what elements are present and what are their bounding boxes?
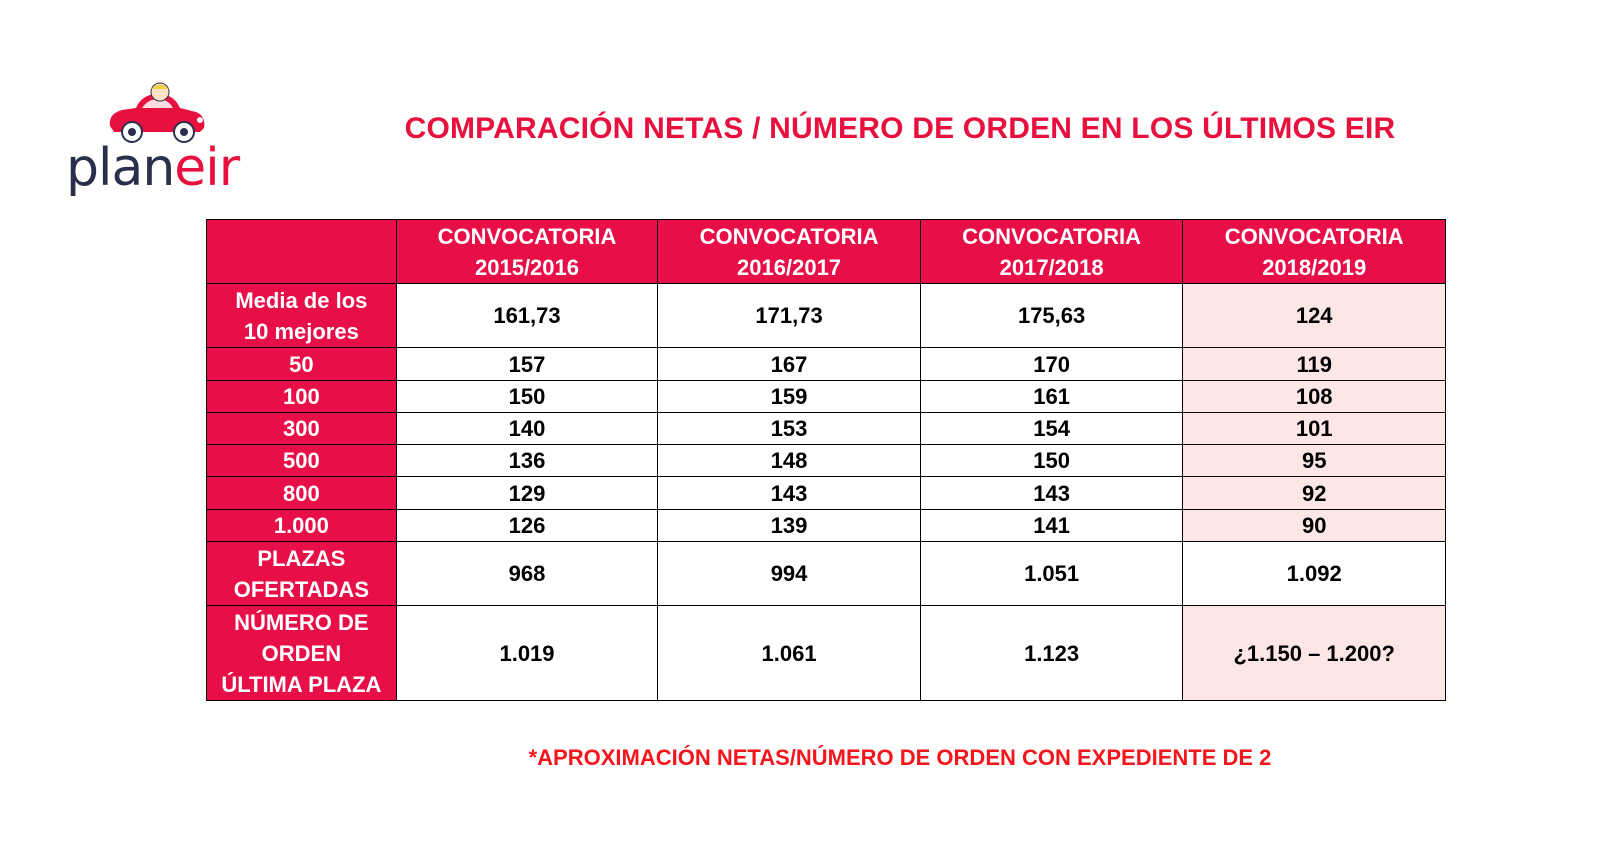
page-title: COMPARACIÓN NETAS / NÚMERO DE ORDEN EN L… xyxy=(404,112,1396,145)
table-header-row: CONVOCATORIA 2015/2016 CONVOCATORIA 2016/… xyxy=(206,219,1446,284)
table-cell: 95 xyxy=(1182,444,1446,477)
table-cell: 92 xyxy=(1182,476,1446,510)
table-cell: 148 xyxy=(657,444,921,477)
table-cell: 126 xyxy=(395,509,659,542)
table-cell: 90 xyxy=(1182,509,1446,542)
row-label: 100 xyxy=(206,380,397,413)
column-header: CONVOCATORIA 2018/2019 xyxy=(1182,219,1446,284)
table-cell: 968 xyxy=(395,541,659,606)
table-cell: 1.061 xyxy=(657,605,921,701)
car-mascot-icon xyxy=(109,82,205,143)
planeir-logo: planeir xyxy=(64,80,244,205)
table-cell: 175,63 xyxy=(919,283,1184,348)
table-cell: 1.051 xyxy=(919,541,1184,606)
table-cell: 1.092 xyxy=(1182,541,1446,606)
table-row: 500 136 148 150 95 xyxy=(206,444,1446,477)
table-row: 100 150 159 161 108 xyxy=(206,380,1446,413)
table-cell: 136 xyxy=(395,444,659,477)
table-cell: 150 xyxy=(395,380,659,413)
row-label: 500 xyxy=(206,444,397,477)
footnote: *APROXIMACIÓN NETAS/NÚMERO DE ORDEN CON … xyxy=(528,745,1272,770)
row-label: PLAZAS OFERTADAS xyxy=(206,541,397,606)
table-cell: 119 xyxy=(1182,347,1446,381)
table-cell: 167 xyxy=(657,347,921,381)
table-row: Media de los 10 mejores 161,73 171,73 175,6… xyxy=(206,283,1446,348)
table-cell: 157 xyxy=(395,347,659,381)
table-row: 1.000 126 139 141 90 xyxy=(206,509,1446,542)
row-label: 300 xyxy=(206,412,397,445)
header-corner-cell xyxy=(206,219,397,284)
table-cell: ¿1.150 – 1.200? xyxy=(1182,605,1446,701)
table-cell: 101 xyxy=(1182,412,1446,445)
table-cell: 140 xyxy=(395,412,659,445)
row-label: 800 xyxy=(206,476,397,510)
table-cell: 129 xyxy=(395,476,659,510)
table-cell: 139 xyxy=(657,509,921,542)
table-cell: 159 xyxy=(657,380,921,413)
column-header: CONVOCATORIA 2017/2018 xyxy=(919,219,1184,284)
table-row: 50 157 167 170 119 xyxy=(206,347,1446,381)
comparison-table: CONVOCATORIA 2015/2016 CONVOCATORIA 2016/… xyxy=(206,219,1446,701)
table-cell: 171,73 xyxy=(657,283,921,348)
table-cell: 161 xyxy=(919,380,1184,413)
table-cell: 1.123 xyxy=(919,605,1184,701)
table-row: NÚMERO DE ORDEN ÚLTIMA PLAZA 1.019 1.061 1.… xyxy=(206,605,1446,701)
table-cell: 150 xyxy=(919,444,1184,477)
column-header: CONVOCATORIA 2015/2016 xyxy=(395,219,659,284)
table-cell: 124 xyxy=(1182,283,1446,348)
table-cell: 161,73 xyxy=(395,283,659,348)
table-cell: 108 xyxy=(1182,380,1446,413)
row-label: 1.000 xyxy=(206,509,397,542)
logo-text-eir: eir xyxy=(174,138,240,198)
logo-wordmark: planeir xyxy=(66,142,240,194)
logo-text-plan: plan xyxy=(66,138,175,198)
table-cell: 1.019 xyxy=(395,605,659,701)
table-cell: 154 xyxy=(919,412,1184,445)
row-label: Media de los 10 mejores xyxy=(206,283,397,348)
row-label: NÚMERO DE ORDEN ÚLTIMA PLAZA xyxy=(206,605,397,701)
table-row: 800 129 143 143 92 xyxy=(206,476,1446,510)
table-cell: 170 xyxy=(919,347,1184,381)
table-cell: 994 xyxy=(657,541,921,606)
table-cell: 143 xyxy=(657,476,921,510)
row-label: 50 xyxy=(206,347,397,381)
table-row: 300 140 153 154 101 xyxy=(206,412,1446,445)
table-cell: 143 xyxy=(919,476,1184,510)
column-header: CONVOCATORIA 2016/2017 xyxy=(657,219,921,284)
table-row: PLAZAS OFERTADAS 968 994 1.051 1.092 xyxy=(206,541,1446,606)
table-cell: 153 xyxy=(657,412,921,445)
table-cell: 141 xyxy=(919,509,1184,542)
